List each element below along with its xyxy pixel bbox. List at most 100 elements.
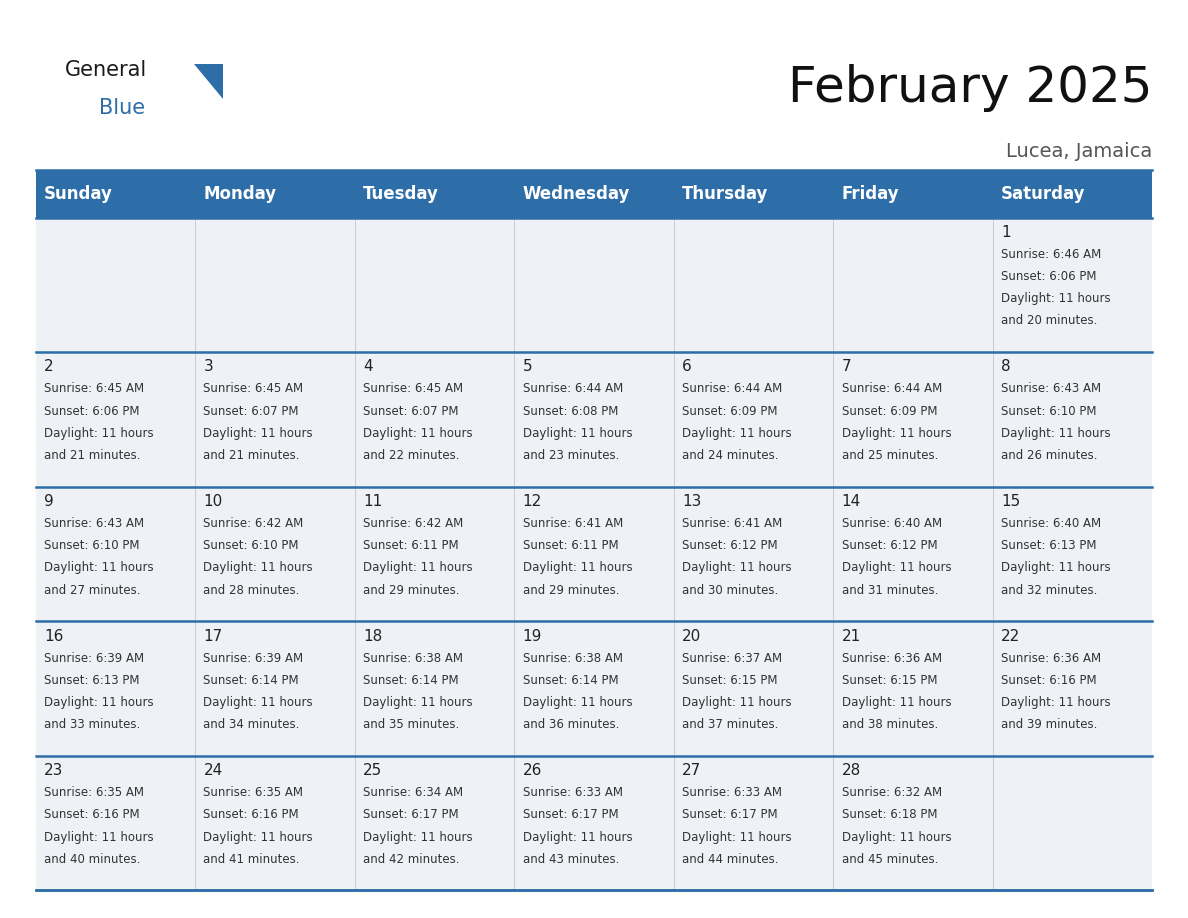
Text: and 35 minutes.: and 35 minutes. xyxy=(364,718,460,732)
Text: and 30 minutes.: and 30 minutes. xyxy=(682,584,778,597)
Text: 11: 11 xyxy=(364,494,383,509)
Text: Sunrise: 6:40 AM: Sunrise: 6:40 AM xyxy=(1001,517,1101,530)
Text: Sunset: 6:17 PM: Sunset: 6:17 PM xyxy=(364,809,459,822)
Text: 14: 14 xyxy=(841,494,861,509)
Text: Sunrise: 6:45 AM: Sunrise: 6:45 AM xyxy=(364,383,463,396)
Text: Daylight: 11 hours: Daylight: 11 hours xyxy=(1001,292,1111,306)
Text: Sunrise: 6:36 AM: Sunrise: 6:36 AM xyxy=(841,652,942,665)
Text: Daylight: 11 hours: Daylight: 11 hours xyxy=(1001,562,1111,575)
Text: Blue: Blue xyxy=(99,98,145,118)
Text: 18: 18 xyxy=(364,629,383,644)
Text: and 33 minutes.: and 33 minutes. xyxy=(44,718,140,732)
Text: Sunset: 6:06 PM: Sunset: 6:06 PM xyxy=(1001,270,1097,283)
Text: 23: 23 xyxy=(44,763,63,778)
Text: and 42 minutes.: and 42 minutes. xyxy=(364,853,460,866)
Text: Sunset: 6:12 PM: Sunset: 6:12 PM xyxy=(841,539,937,553)
Text: 5: 5 xyxy=(523,360,532,375)
Text: and 36 minutes.: and 36 minutes. xyxy=(523,718,619,732)
Text: and 39 minutes.: and 39 minutes. xyxy=(1001,718,1098,732)
Text: Daylight: 11 hours: Daylight: 11 hours xyxy=(203,562,314,575)
Text: Sunrise: 6:35 AM: Sunrise: 6:35 AM xyxy=(44,786,144,800)
Text: 9: 9 xyxy=(44,494,53,509)
Text: Sunrise: 6:41 AM: Sunrise: 6:41 AM xyxy=(682,517,783,530)
Text: and 22 minutes.: and 22 minutes. xyxy=(364,449,460,462)
Text: Sunrise: 6:43 AM: Sunrise: 6:43 AM xyxy=(44,517,144,530)
Text: Sunset: 6:16 PM: Sunset: 6:16 PM xyxy=(44,809,139,822)
Text: 12: 12 xyxy=(523,494,542,509)
Text: Sunrise: 6:38 AM: Sunrise: 6:38 AM xyxy=(523,652,623,665)
Text: Daylight: 11 hours: Daylight: 11 hours xyxy=(364,831,473,844)
Text: and 44 minutes.: and 44 minutes. xyxy=(682,853,778,866)
Text: Sunrise: 6:40 AM: Sunrise: 6:40 AM xyxy=(841,517,942,530)
Text: Sunday: Sunday xyxy=(44,185,113,203)
Text: Sunrise: 6:33 AM: Sunrise: 6:33 AM xyxy=(523,786,623,800)
Text: Sunrise: 6:34 AM: Sunrise: 6:34 AM xyxy=(364,786,463,800)
Text: 26: 26 xyxy=(523,763,542,778)
Text: Daylight: 11 hours: Daylight: 11 hours xyxy=(203,427,314,440)
Text: 22: 22 xyxy=(1001,629,1020,644)
Text: and 38 minutes.: and 38 minutes. xyxy=(841,718,937,732)
Text: Daylight: 11 hours: Daylight: 11 hours xyxy=(364,427,473,440)
Text: Sunrise: 6:42 AM: Sunrise: 6:42 AM xyxy=(364,517,463,530)
Text: 28: 28 xyxy=(841,763,861,778)
Text: Saturday: Saturday xyxy=(1001,185,1086,203)
Text: and 24 minutes.: and 24 minutes. xyxy=(682,449,778,462)
Text: Sunrise: 6:39 AM: Sunrise: 6:39 AM xyxy=(44,652,144,665)
Text: Sunrise: 6:39 AM: Sunrise: 6:39 AM xyxy=(203,652,304,665)
Text: Monday: Monday xyxy=(203,185,277,203)
Text: Sunset: 6:11 PM: Sunset: 6:11 PM xyxy=(523,539,618,553)
Text: Daylight: 11 hours: Daylight: 11 hours xyxy=(1001,427,1111,440)
Text: Sunrise: 6:44 AM: Sunrise: 6:44 AM xyxy=(523,383,623,396)
Text: 4: 4 xyxy=(364,360,373,375)
Text: Daylight: 11 hours: Daylight: 11 hours xyxy=(203,831,314,844)
Text: Sunset: 6:09 PM: Sunset: 6:09 PM xyxy=(841,405,937,418)
Text: Sunrise: 6:42 AM: Sunrise: 6:42 AM xyxy=(203,517,304,530)
Text: and 45 minutes.: and 45 minutes. xyxy=(841,853,939,866)
Text: 17: 17 xyxy=(203,629,222,644)
Text: Sunrise: 6:38 AM: Sunrise: 6:38 AM xyxy=(364,652,463,665)
Text: Daylight: 11 hours: Daylight: 11 hours xyxy=(841,831,952,844)
Text: 20: 20 xyxy=(682,629,701,644)
Text: 21: 21 xyxy=(841,629,861,644)
Text: Sunrise: 6:37 AM: Sunrise: 6:37 AM xyxy=(682,652,782,665)
Text: Daylight: 11 hours: Daylight: 11 hours xyxy=(44,562,153,575)
Text: Lucea, Jamaica: Lucea, Jamaica xyxy=(1006,142,1152,162)
Text: 2: 2 xyxy=(44,360,53,375)
Text: and 23 minutes.: and 23 minutes. xyxy=(523,449,619,462)
Text: 13: 13 xyxy=(682,494,701,509)
Text: Sunset: 6:09 PM: Sunset: 6:09 PM xyxy=(682,405,778,418)
Text: Daylight: 11 hours: Daylight: 11 hours xyxy=(1001,696,1111,709)
Text: Sunrise: 6:43 AM: Sunrise: 6:43 AM xyxy=(1001,383,1101,396)
Text: Daylight: 11 hours: Daylight: 11 hours xyxy=(44,831,153,844)
Text: Daylight: 11 hours: Daylight: 11 hours xyxy=(44,696,153,709)
Text: Daylight: 11 hours: Daylight: 11 hours xyxy=(523,831,632,844)
Text: and 31 minutes.: and 31 minutes. xyxy=(841,584,939,597)
Text: Sunrise: 6:33 AM: Sunrise: 6:33 AM xyxy=(682,786,782,800)
Text: 3: 3 xyxy=(203,360,213,375)
Text: Sunset: 6:14 PM: Sunset: 6:14 PM xyxy=(364,674,459,687)
Text: Daylight: 11 hours: Daylight: 11 hours xyxy=(682,831,791,844)
Text: Sunset: 6:11 PM: Sunset: 6:11 PM xyxy=(364,539,459,553)
Text: Daylight: 11 hours: Daylight: 11 hours xyxy=(364,562,473,575)
Text: Thursday: Thursday xyxy=(682,185,769,203)
Text: Sunrise: 6:44 AM: Sunrise: 6:44 AM xyxy=(841,383,942,396)
Text: Sunset: 6:06 PM: Sunset: 6:06 PM xyxy=(44,405,139,418)
Text: and 43 minutes.: and 43 minutes. xyxy=(523,853,619,866)
Text: Sunset: 6:10 PM: Sunset: 6:10 PM xyxy=(1001,405,1097,418)
Text: Sunset: 6:15 PM: Sunset: 6:15 PM xyxy=(682,674,778,687)
Text: Tuesday: Tuesday xyxy=(364,185,438,203)
Text: Daylight: 11 hours: Daylight: 11 hours xyxy=(203,696,314,709)
Text: Sunset: 6:13 PM: Sunset: 6:13 PM xyxy=(44,674,139,687)
Text: 24: 24 xyxy=(203,763,222,778)
Text: and 21 minutes.: and 21 minutes. xyxy=(203,449,301,462)
Text: Daylight: 11 hours: Daylight: 11 hours xyxy=(44,427,153,440)
Text: 8: 8 xyxy=(1001,360,1011,375)
Text: and 27 minutes.: and 27 minutes. xyxy=(44,584,140,597)
Text: Friday: Friday xyxy=(841,185,899,203)
Text: and 41 minutes.: and 41 minutes. xyxy=(203,853,301,866)
Text: 15: 15 xyxy=(1001,494,1020,509)
Text: Daylight: 11 hours: Daylight: 11 hours xyxy=(523,562,632,575)
Text: and 40 minutes.: and 40 minutes. xyxy=(44,853,140,866)
Text: Sunset: 6:14 PM: Sunset: 6:14 PM xyxy=(523,674,618,687)
Text: Daylight: 11 hours: Daylight: 11 hours xyxy=(523,696,632,709)
